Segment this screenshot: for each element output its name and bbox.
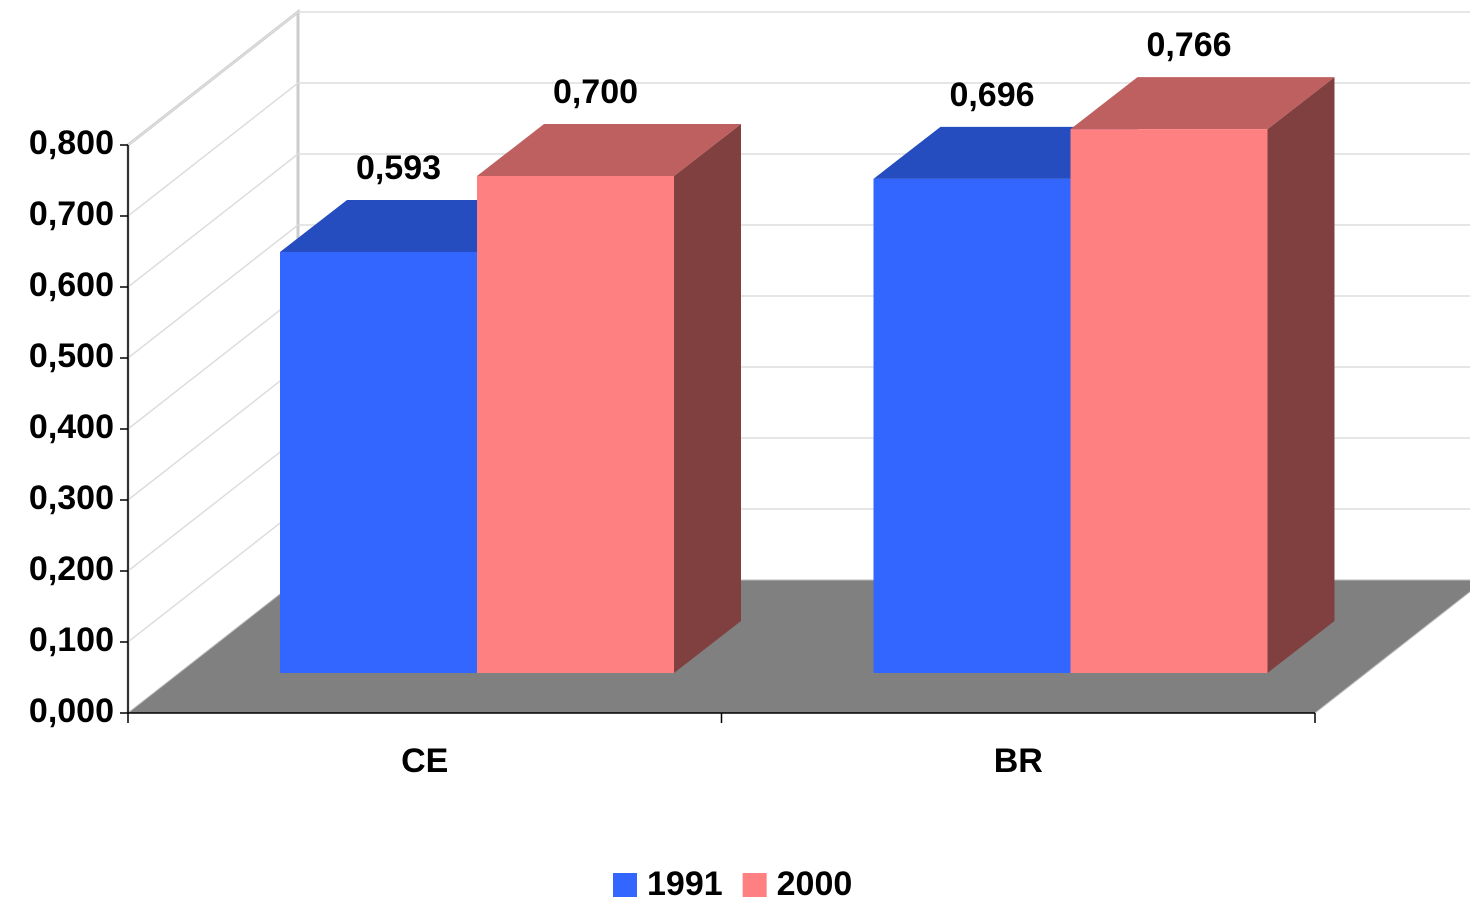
bar <box>1070 129 1268 673</box>
grid-line <box>127 11 299 146</box>
y-tick-label: 0,000 <box>29 692 114 730</box>
legend-swatch <box>613 873 637 897</box>
y-tick-label: 0,800 <box>29 124 114 162</box>
grid-line <box>127 366 299 501</box>
y-tick-label: 0,500 <box>29 337 114 375</box>
x-tick-label: BR <box>994 742 1043 780</box>
bar <box>477 176 674 673</box>
value-label: 0,766 <box>1146 26 1231 64</box>
bar-top <box>1070 77 1335 130</box>
grid-line <box>127 224 299 359</box>
y-tick-label: 0,200 <box>29 550 114 588</box>
grid-line <box>127 153 299 288</box>
value-label: 0,593 <box>356 149 441 187</box>
grid-line <box>127 508 299 643</box>
y-tick-label: 0,700 <box>29 195 114 233</box>
grid-line <box>127 437 299 572</box>
bar <box>873 178 1071 673</box>
grid-line <box>127 295 299 430</box>
bar-side <box>674 124 741 673</box>
x-tick-label: CE <box>401 742 448 780</box>
legend-label: 1991 <box>647 865 723 902</box>
value-label: 0,696 <box>949 76 1034 114</box>
value-label: 0,700 <box>553 73 638 111</box>
y-tick-label: 0,300 <box>29 479 114 517</box>
y-tick-label: 0,100 <box>29 621 114 659</box>
y-tick-label: 0,400 <box>29 408 114 446</box>
y-tick-label: 0,600 <box>29 266 114 304</box>
legend-swatch <box>742 873 767 897</box>
bar <box>280 251 477 673</box>
grid-line <box>127 82 299 217</box>
bar-side <box>1267 77 1335 673</box>
bar-top <box>477 124 741 176</box>
legend-label: 2000 <box>777 865 853 902</box>
